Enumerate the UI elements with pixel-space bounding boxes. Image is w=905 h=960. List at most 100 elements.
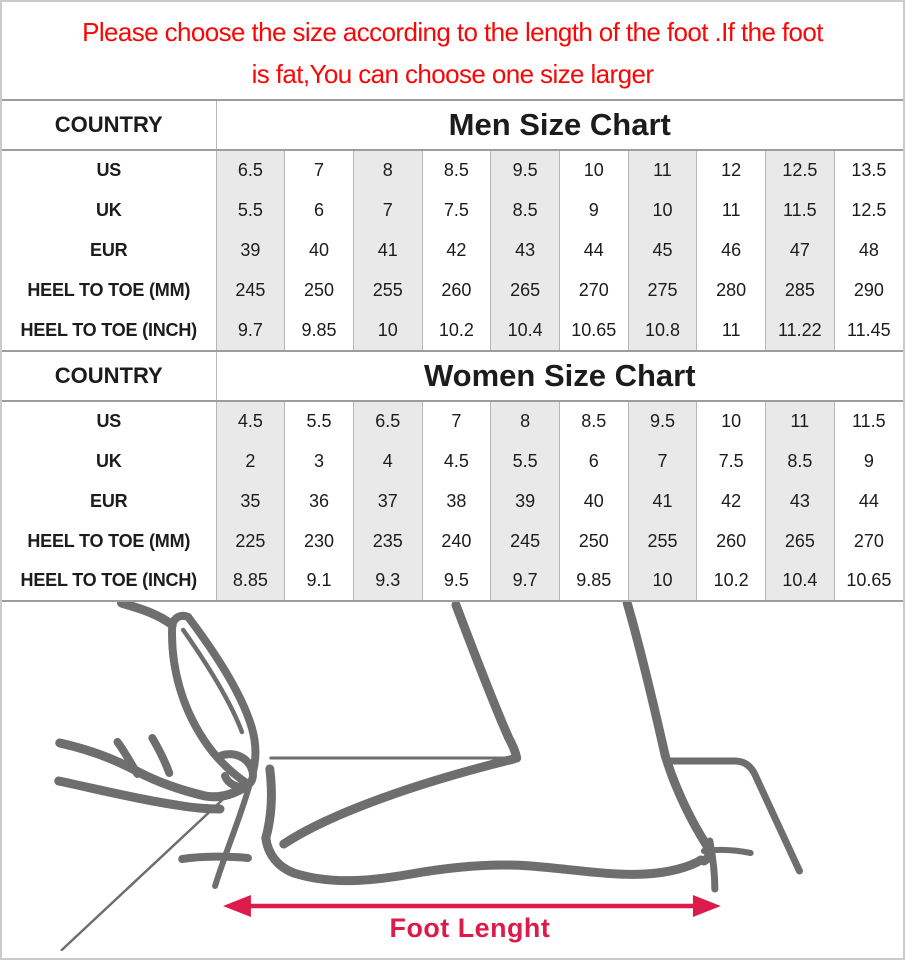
table-row: EUR 39 40 41 42 43 44 45 46 47 48: [2, 230, 903, 270]
notice-line-1: Please choose the size according to the …: [82, 17, 823, 47]
row-label: UK: [95, 450, 122, 471]
size-cell: 10.4: [490, 310, 560, 350]
size-cell: 9.5: [490, 150, 560, 190]
size-cell: 7: [627, 441, 697, 481]
size-cell: 5.5: [490, 441, 560, 481]
size-cell: 9.1: [284, 561, 354, 601]
size-cell: 7.5: [696, 441, 766, 481]
size-cell: 10.65: [558, 310, 629, 350]
size-cell: 9: [558, 190, 629, 230]
size-cell: 43: [490, 230, 560, 270]
size-cell: 9.3: [352, 561, 423, 601]
size-cell: 36: [284, 481, 354, 521]
row-label: HEEL TO TOE (INCH): [20, 319, 198, 340]
size-cell: 245: [490, 521, 560, 561]
table-row: US 6.5 7 8 8.5 9.5 10 11 12 12.5 13.5: [2, 150, 903, 190]
men-size-table: COUNTRY Men Size Chart US 6.5 7 8 8.5 9.5 10 11 12…: [2, 99, 903, 350]
size-cell: 8.5: [558, 401, 629, 441]
size-cell: 240: [421, 521, 491, 561]
heel-back-line: [660, 750, 714, 866]
table-row: UK 2 3 4 4.5 5.5 6 7 7.5 8.5 9: [2, 441, 903, 481]
size-cell: 11.22: [765, 310, 835, 350]
size-cell: 245: [215, 270, 285, 310]
size-cell: 6: [558, 441, 629, 481]
row-label: HEEL TO TOE (MM): [27, 530, 191, 551]
foot-measurement-illustration: Foot Lenght: [54, 602, 803, 951]
notice-banner: Please choose the size according to the …: [2, 2, 903, 99]
toe-mark: [178, 852, 252, 863]
size-cell: 290: [833, 270, 903, 310]
size-cell: 265: [490, 270, 560, 310]
size-cell: 275: [627, 270, 697, 310]
size-cell: 230: [284, 521, 354, 561]
table-row: HEEL TO TOE (MM) 225 230 235 240 245 250 255 260…: [2, 521, 903, 561]
size-cell: 280: [696, 270, 766, 310]
size-cell: 5.5: [215, 190, 285, 230]
size-cell: 4.5: [215, 401, 285, 441]
size-cell: 8.5: [490, 190, 560, 230]
size-cell: 8.5: [765, 441, 835, 481]
size-cell: 270: [833, 521, 903, 561]
size-cell: 9.85: [284, 310, 354, 350]
size-cell: 4.5: [421, 441, 491, 481]
size-cell: 265: [765, 521, 835, 561]
size-cell: 10.65: [833, 561, 903, 601]
size-cell: 9.7: [490, 561, 560, 601]
table-row: EUR 35 36 37 38 39 40 41 42 43 44: [2, 481, 903, 521]
finger-line-mid-2: [148, 734, 174, 777]
row-label: UK: [95, 199, 122, 220]
size-cell: 10: [558, 150, 629, 190]
size-cell: 9: [833, 441, 903, 481]
size-cell: 10.2: [696, 561, 766, 601]
women-size-table: COUNTRY Women Size Chart US 4.5 5.5 6.5 7 8 8.5 9…: [2, 350, 903, 602]
size-cell: 7.5: [421, 190, 491, 230]
size-cell: 11: [696, 190, 766, 230]
finger-line-lower: [54, 776, 225, 814]
size-cell: 235: [352, 521, 423, 561]
size-cell: 10: [352, 310, 423, 350]
size-cell: 7: [284, 150, 354, 190]
finger-line-mid-1: [113, 738, 142, 778]
table-header-row: COUNTRY Men Size Chart: [2, 100, 903, 151]
size-cell: 3: [284, 441, 354, 481]
size-cell: 2: [215, 441, 285, 481]
size-cell: 7: [352, 190, 423, 230]
size-cell: 10.2: [421, 310, 491, 350]
row-label: EUR: [90, 490, 128, 511]
size-cell: 270: [558, 270, 629, 310]
size-cell: 41: [352, 230, 423, 270]
size-cell: 225: [215, 521, 285, 561]
size-cell: 11: [627, 150, 697, 190]
size-cell: 40: [558, 481, 629, 521]
size-cell: 39: [490, 481, 560, 521]
row-label: HEEL TO TOE (MM): [27, 279, 191, 300]
table-row: UK 5.5 6 7 7.5 8.5 9 10 11 11.5 12.5: [2, 190, 903, 230]
size-cell: 285: [765, 270, 835, 310]
foot-length-label: Foot Lenght: [390, 913, 551, 943]
size-cell: 10: [696, 401, 766, 441]
size-cell: 11.5: [833, 401, 903, 441]
foot-top-line: [279, 754, 519, 849]
size-cell: 12.5: [765, 150, 835, 190]
table-row: HEEL TO TOE (MM) 245 250 255 260 265 270 275 280…: [2, 270, 903, 310]
arrowhead-left-icon: [223, 895, 251, 917]
size-cell: 250: [558, 521, 629, 561]
foot-measure-diagram: Foot Lenght: [2, 602, 903, 951]
size-cell: 12.5: [833, 190, 903, 230]
floor-line: [60, 788, 235, 951]
size-cell: 6: [284, 190, 354, 230]
row-label: EUR: [90, 239, 128, 260]
size-cell: 38: [421, 481, 491, 521]
table-row: US 4.5 5.5 6.5 7 8 8.5 9.5 10 11 11.5: [2, 401, 903, 441]
country-header: COUNTRY: [2, 351, 217, 402]
size-cell: 250: [284, 270, 354, 310]
size-cell: 6.5: [352, 401, 423, 441]
size-cell: 11: [765, 401, 835, 441]
size-cell: 13.5: [833, 150, 903, 190]
notice-line-2: is fat,You can choose one size larger: [251, 59, 654, 89]
row-label: US: [96, 160, 122, 180]
size-cell: 8.5: [421, 150, 491, 190]
heel-mark-horizontal: [700, 846, 754, 856]
size-cell: 6.5: [215, 150, 285, 190]
